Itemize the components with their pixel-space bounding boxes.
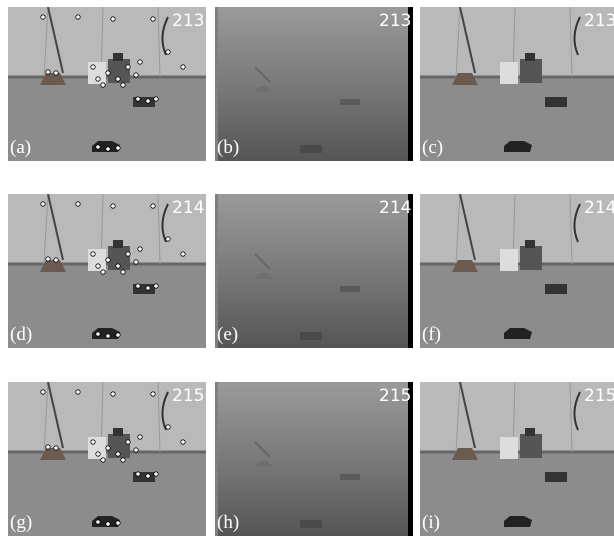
- panel-label: (d): [10, 324, 32, 346]
- panel-label: (e): [217, 324, 238, 346]
- image-panel: (i) 215: [420, 382, 614, 536]
- frame-number: 214: [379, 198, 411, 218]
- frame-number: 213: [584, 11, 614, 31]
- image-panel: (g) 215: [8, 382, 206, 536]
- panel-label: (i): [422, 512, 440, 534]
- frame-number: 215: [379, 386, 411, 406]
- image-panel: (d) 214: [8, 194, 206, 348]
- panel-label: (a): [10, 137, 31, 159]
- panel-label: (b): [217, 137, 239, 159]
- frame-number: 213: [172, 11, 204, 31]
- image-panel: (f) 214: [420, 194, 614, 348]
- frame-number: 215: [584, 386, 614, 406]
- panel-label: (f): [422, 324, 441, 346]
- panel-label: (g): [10, 512, 32, 534]
- panel-label: (c): [422, 137, 443, 159]
- image-panel: (e) 214: [215, 194, 413, 348]
- image-panel: (c) 213: [420, 7, 614, 161]
- frame-number: 213: [379, 11, 411, 31]
- frame-number: 214: [172, 198, 204, 218]
- image-panel: (b) 213: [215, 7, 413, 161]
- frame-number: 215: [172, 386, 204, 406]
- panel-label: (h): [217, 512, 239, 534]
- frame-number: 214: [584, 198, 614, 218]
- figure: (a) 213 (b) 213 (c) 213 (d) 214 (e) 214 (f) 21…: [0, 0, 614, 536]
- image-panel: (h) 215: [215, 382, 413, 536]
- image-panel: (a) 213: [8, 7, 206, 161]
